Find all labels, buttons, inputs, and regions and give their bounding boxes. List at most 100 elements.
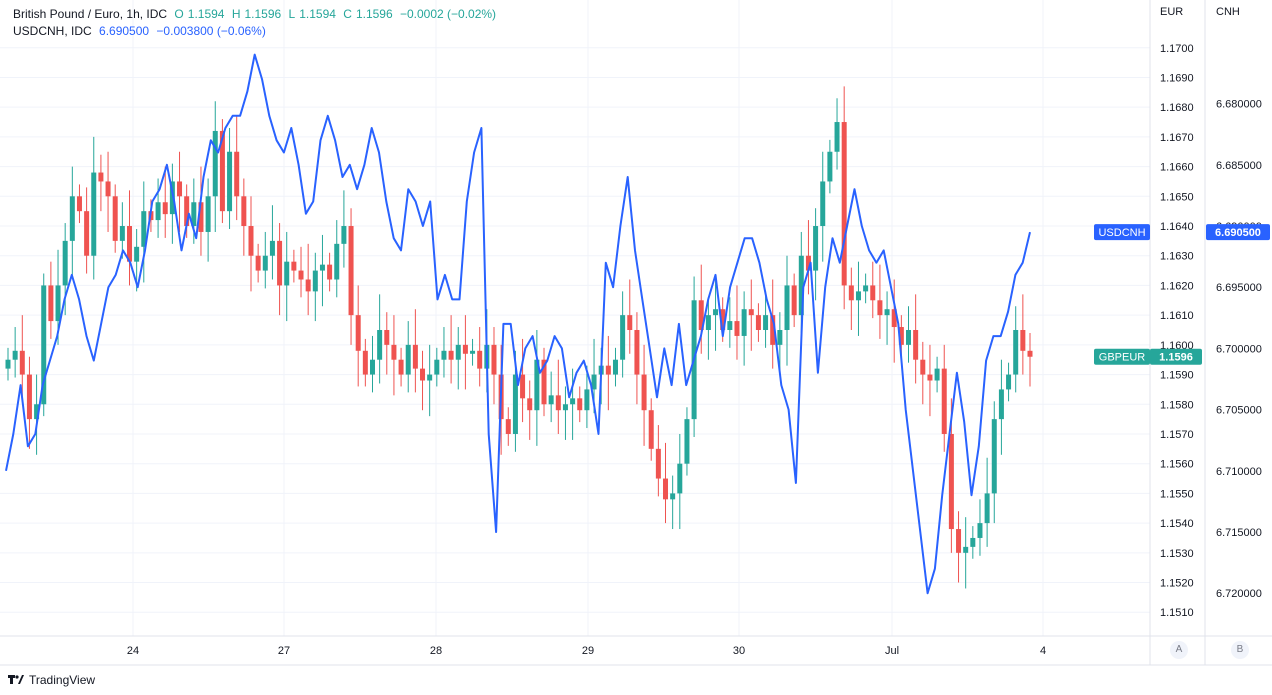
auto-scale-button[interactable]: A — [1170, 641, 1188, 659]
candle-body — [277, 240, 283, 286]
cnh-tick-label: 6.700000 — [1216, 343, 1262, 355]
candle-body — [884, 309, 890, 316]
usdcnh-label-badge — [1094, 224, 1150, 241]
candle-body — [684, 419, 690, 464]
gbpeur-badge-label: GBPEUR — [1099, 352, 1146, 364]
candle-body — [698, 300, 704, 330]
candle-body — [977, 523, 983, 538]
gbpeur-candles — [5, 86, 1033, 589]
candle-body — [441, 350, 447, 360]
candle-body — [984, 493, 990, 524]
cnh-tick-label: 6.720000 — [1216, 588, 1262, 600]
candle-body — [305, 279, 311, 292]
candle-body — [555, 395, 561, 411]
candle-body — [741, 309, 747, 336]
candle-body — [820, 181, 826, 227]
candle-body — [848, 285, 854, 301]
candle-body — [212, 130, 218, 197]
eur-tick-label: 1.1610 — [1160, 310, 1194, 322]
candle-body — [291, 261, 297, 271]
candle-body — [369, 359, 375, 375]
candle-body — [434, 359, 440, 375]
candle-body — [448, 350, 454, 360]
candle-body — [927, 374, 933, 381]
candle-body — [784, 285, 790, 330]
scale-b-button[interactable]: B — [1231, 641, 1249, 659]
candle-body — [98, 172, 104, 182]
candle-body — [677, 463, 683, 494]
candle-body — [76, 196, 82, 212]
main-series-name: British Pound / Euro, 1h, IDC — [13, 7, 168, 21]
candle-body — [791, 285, 797, 316]
gbpeur-label-badge — [1094, 348, 1150, 365]
candle-body — [34, 404, 40, 420]
candle-body — [455, 344, 461, 360]
candle-body — [777, 330, 783, 345]
time-tick-label: 4 — [1040, 645, 1046, 657]
candle-body — [227, 151, 233, 212]
candle-body — [241, 196, 247, 227]
secondary-change: −0.003800 (−0.06%) — [156, 24, 266, 38]
eur-tick-label: 1.1580 — [1160, 399, 1194, 411]
candle-body — [591, 374, 597, 390]
candle-body — [863, 285, 869, 292]
candle-body — [855, 291, 861, 301]
ohlc-values: O 1.1594 H 1.1596 L 1.1594 C 1.1596 −0.0002 … — [174, 7, 497, 21]
candle-body — [1013, 330, 1019, 375]
candle-body — [827, 151, 833, 182]
candle-body — [219, 130, 225, 212]
candle-body — [512, 374, 518, 434]
candle-body — [91, 172, 97, 256]
candle-body — [284, 261, 290, 286]
time-tick-label: 29 — [582, 645, 594, 657]
candle-body — [412, 344, 418, 369]
candle-body — [141, 211, 147, 247]
candle-body — [262, 255, 268, 271]
candle-body — [570, 398, 576, 405]
candle-body — [377, 330, 383, 360]
candle-body — [520, 374, 526, 399]
brand-name: TradingView — [29, 673, 96, 687]
eur-tick-label: 1.1630 — [1160, 251, 1194, 263]
cnh-tick-label: 6.715000 — [1216, 527, 1262, 539]
candle-body — [69, 196, 75, 241]
time-tick-label: 27 — [278, 645, 290, 657]
candle-body — [705, 315, 711, 330]
candle-body — [126, 226, 132, 262]
candle-body — [48, 285, 54, 322]
candle-body — [541, 359, 547, 405]
eur-tick-label: 1.1660 — [1160, 162, 1194, 174]
candle-body — [334, 243, 340, 280]
candle-body — [1020, 330, 1026, 351]
candle-body — [112, 196, 118, 241]
candle-body — [191, 202, 197, 227]
candle-body — [427, 374, 433, 381]
eur-tick-label: 1.1540 — [1160, 518, 1194, 530]
candle-body — [770, 315, 776, 345]
eur-tick-label: 1.1590 — [1160, 370, 1194, 382]
candle-body — [813, 226, 819, 271]
candle-body — [477, 350, 483, 369]
candle-body — [119, 226, 125, 241]
usdcnh-badge-value: 6.690500 — [1215, 227, 1261, 239]
eur-tick-label: 1.1640 — [1160, 221, 1194, 233]
tradingview-logo-icon — [8, 673, 24, 687]
candle-body — [312, 270, 318, 292]
cnh-axis-title: CNH — [1216, 6, 1240, 18]
candle-body — [298, 270, 304, 280]
candle-body — [162, 202, 168, 215]
eur-tick-label: 1.1670 — [1160, 132, 1194, 144]
time-tick-label: 28 — [430, 645, 442, 657]
candle-body — [362, 350, 368, 375]
candle-body — [348, 226, 354, 316]
candle-body — [198, 202, 204, 232]
candle-body — [355, 315, 361, 351]
candle-body — [384, 330, 390, 345]
candle-body — [584, 389, 590, 411]
gbpeur-value-badge — [1150, 348, 1202, 365]
candle-body — [805, 255, 811, 271]
cnh-tick-label: 6.710000 — [1216, 466, 1262, 478]
candle-body — [748, 309, 754, 316]
candle-body — [62, 240, 68, 286]
